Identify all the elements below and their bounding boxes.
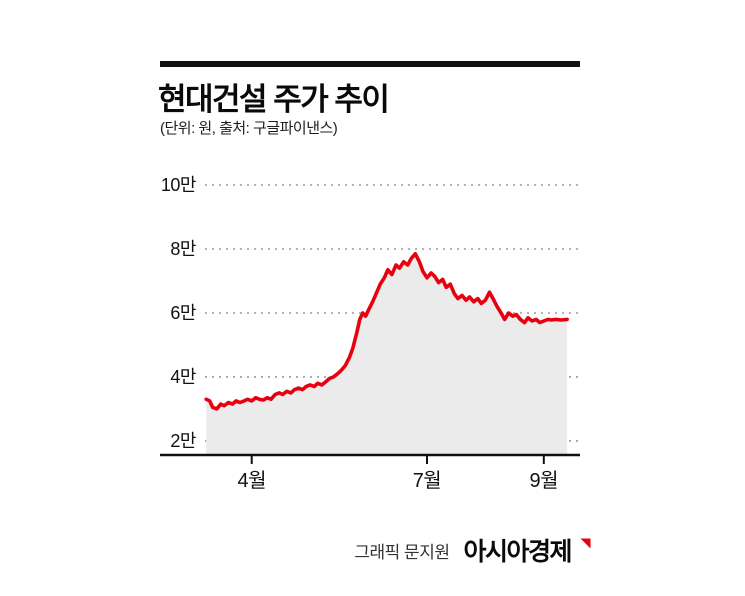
chart-subtitle: (단위: 원, 출처: 구글파이낸스) [160,120,338,137]
x-axis-tick-label: 9월 [529,470,559,492]
page-title: 현대건설 주가 추이 [158,82,390,117]
publisher-logo: 아시아경제 [463,538,572,566]
x-axis-tick-label: 7월 [412,470,442,492]
y-axis-tick-label: 4만 [170,366,196,387]
y-axis-tick-label: 10만 [160,175,197,195]
y-axis-tick-label: 2만 [170,430,196,451]
footer: 그래픽 문지원 아시아경제 [354,532,592,568]
y-axis-tick-label: 6만 [170,302,196,323]
area-fill [206,253,568,455]
y-axis-tick-label: 8만 [170,238,196,259]
publisher-logo-mark-icon [579,537,592,550]
x-axis-tick-label: 4월 [237,470,266,492]
top-rule [160,61,580,67]
footer-credit: 그래픽 문지원 [354,542,450,562]
price-line [204,252,569,411]
